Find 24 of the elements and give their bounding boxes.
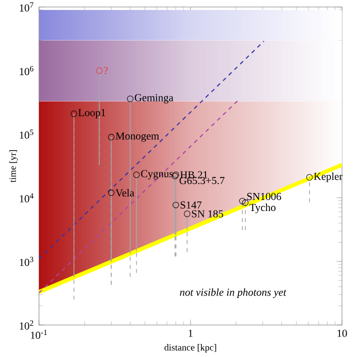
- series-label: Kepler: [314, 172, 343, 182]
- y-axis-title: time [yr]: [9, 150, 18, 182]
- y-tick-label: 10$^{7}$: [20, 2, 34, 12]
- series-label: Cygnus: [141, 170, 173, 180]
- x-axis-title: distance [kpc]: [164, 344, 216, 352]
- y-tick-label: 10$^{4}$: [20, 193, 34, 202]
- y-tick-label: 10$^{2}$: [20, 320, 34, 330]
- series-label: HB 21: [180, 171, 208, 178]
- series-label: Vela: [116, 188, 134, 197]
- series-label: Geminga: [134, 94, 174, 104]
- y-tick-label: 10$^{3}$: [20, 256, 34, 266]
- x-tick-label: 10: [338, 330, 347, 337]
- series-label: ?: [104, 66, 108, 74]
- x-tick-label: 10$^{-1}$: [30, 330, 47, 339]
- annotation: not visible in photons yet: [180, 288, 286, 298]
- series-label: G65.3+5.7: [180, 176, 225, 184]
- series-label: Monogem: [116, 132, 160, 142]
- y-tick-label: 10$^{5}$: [20, 130, 34, 139]
- series-label: SN 185: [192, 210, 224, 218]
- series-label: Loop1: [78, 109, 106, 118]
- series-label: S147: [180, 201, 202, 209]
- series-label: Tycho: [250, 204, 276, 214]
- y-tick-label: 10$^{6}$: [20, 66, 34, 76]
- x-tick-label: 1: [188, 330, 193, 337]
